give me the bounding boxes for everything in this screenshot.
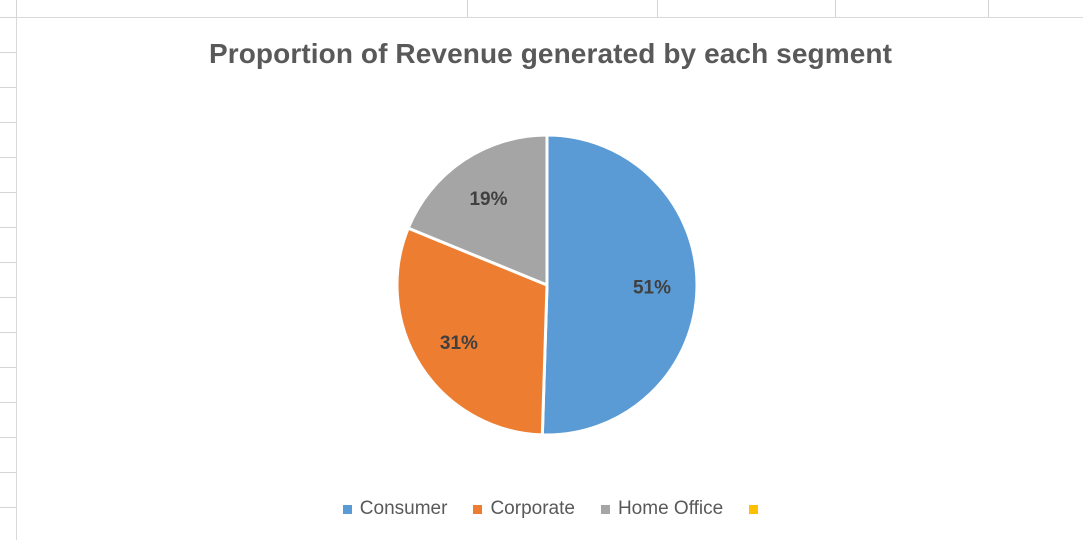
data-label-home-office: 19% — [469, 189, 507, 210]
legend-swatch — [600, 504, 610, 514]
pie-slice-corporate[interactable] — [395, 226, 549, 437]
legend-swatch — [749, 504, 759, 514]
legend-item-consumer[interactable]: Consumer — [342, 498, 448, 520]
data-label-corporate: 31% — [440, 333, 478, 354]
legend-item-corporate[interactable]: Corporate — [473, 498, 575, 520]
pie-slice-home-office[interactable] — [406, 133, 549, 287]
pie-chart[interactable]: 51% 31% 19% — [17, 18, 1083, 488]
chart-title: Proportion of Revenue generated by each … — [208, 38, 893, 69]
legend-item-unnamed[interactable] — [749, 504, 759, 514]
legend-label: Consumer — [359, 498, 448, 519]
legend-item-home-office[interactable]: Home Office — [600, 498, 724, 520]
legend-label: Corporate — [490, 498, 575, 519]
legend-swatch — [473, 504, 483, 514]
pie-slice-consumer[interactable] — [540, 133, 699, 437]
chart-legend: Consumer Corporate Home Office — [17, 498, 1083, 520]
chart-area[interactable]: Proportion of Revenue generated by each … — [16, 17, 1083, 540]
legend-label: Home Office — [617, 498, 724, 519]
legend-swatch — [342, 504, 352, 514]
data-label-consumer: 51% — [633, 278, 671, 299]
